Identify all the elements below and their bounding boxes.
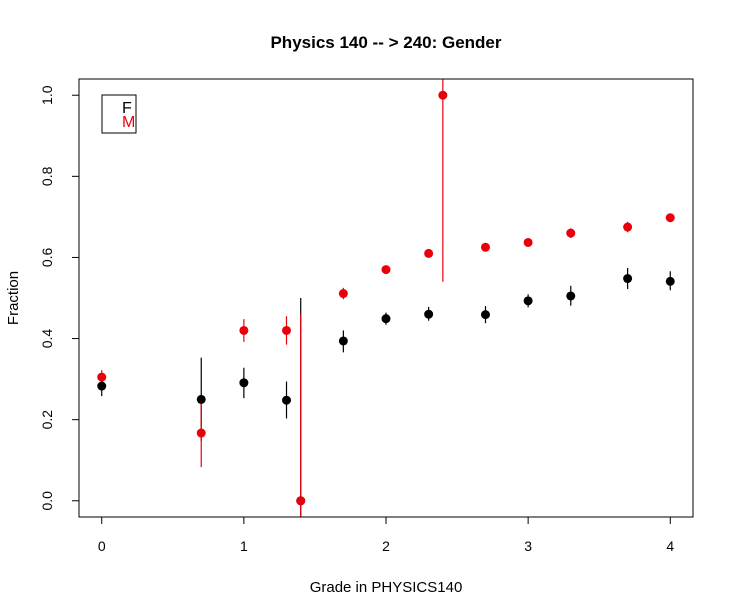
data-point-m [438,90,448,100]
legend-entry-f: F [122,100,132,117]
data-point-m [480,242,490,252]
data-point-m [665,213,675,223]
data-point-m [623,222,633,232]
data-point-m [239,325,249,335]
y-tick-label: 0.0 [39,491,55,511]
data-points [97,90,675,506]
x-tick-label: 4 [666,538,674,554]
y-tick-label: 0.2 [39,410,55,430]
y-axis-label: Fraction [5,271,22,325]
data-point-f [381,314,391,324]
x-tick-label: 0 [98,538,106,554]
data-point-f [665,276,675,286]
legend-box [101,94,137,134]
y-tick-label: 0.4 [39,329,55,349]
x-axis-label: Grade in PHYSICS140 [310,579,463,596]
data-point-f [566,291,576,301]
data-point-f [623,274,633,284]
y-tick-label: 1.0 [39,85,55,105]
x-tick-label: 3 [524,538,532,554]
data-point-f [239,378,249,388]
data-point-f [338,336,348,346]
data-point-f [282,395,292,405]
data-point-m [424,248,434,258]
data-point-f [523,296,533,306]
data-point-f [480,310,490,320]
chart-title: Physics 140 -- > 240: Gender [270,33,501,52]
data-point-m [97,372,107,382]
legend-entry-m: M [122,114,135,131]
legend: FM [101,94,137,134]
data-point-m [196,428,206,438]
data-point-f [424,309,434,319]
x-tick-label: 1 [240,538,248,554]
data-point-f [196,394,206,404]
x-tick-label: 2 [382,538,390,554]
y-tick-label: 0.8 [39,166,55,186]
data-point-m [338,289,348,299]
data-point-m [566,228,576,238]
y-tick-label: 0.6 [39,248,55,268]
data-point-f [97,381,107,391]
data-point-m [296,496,306,506]
data-point-m [381,265,391,275]
data-point-m [523,237,533,247]
plot-frame [78,78,694,518]
data-point-m [282,325,292,335]
axes: 0 1 2 3 4 0.0 0.2 0.4 0.6 0.8 1.0 [39,85,674,554]
